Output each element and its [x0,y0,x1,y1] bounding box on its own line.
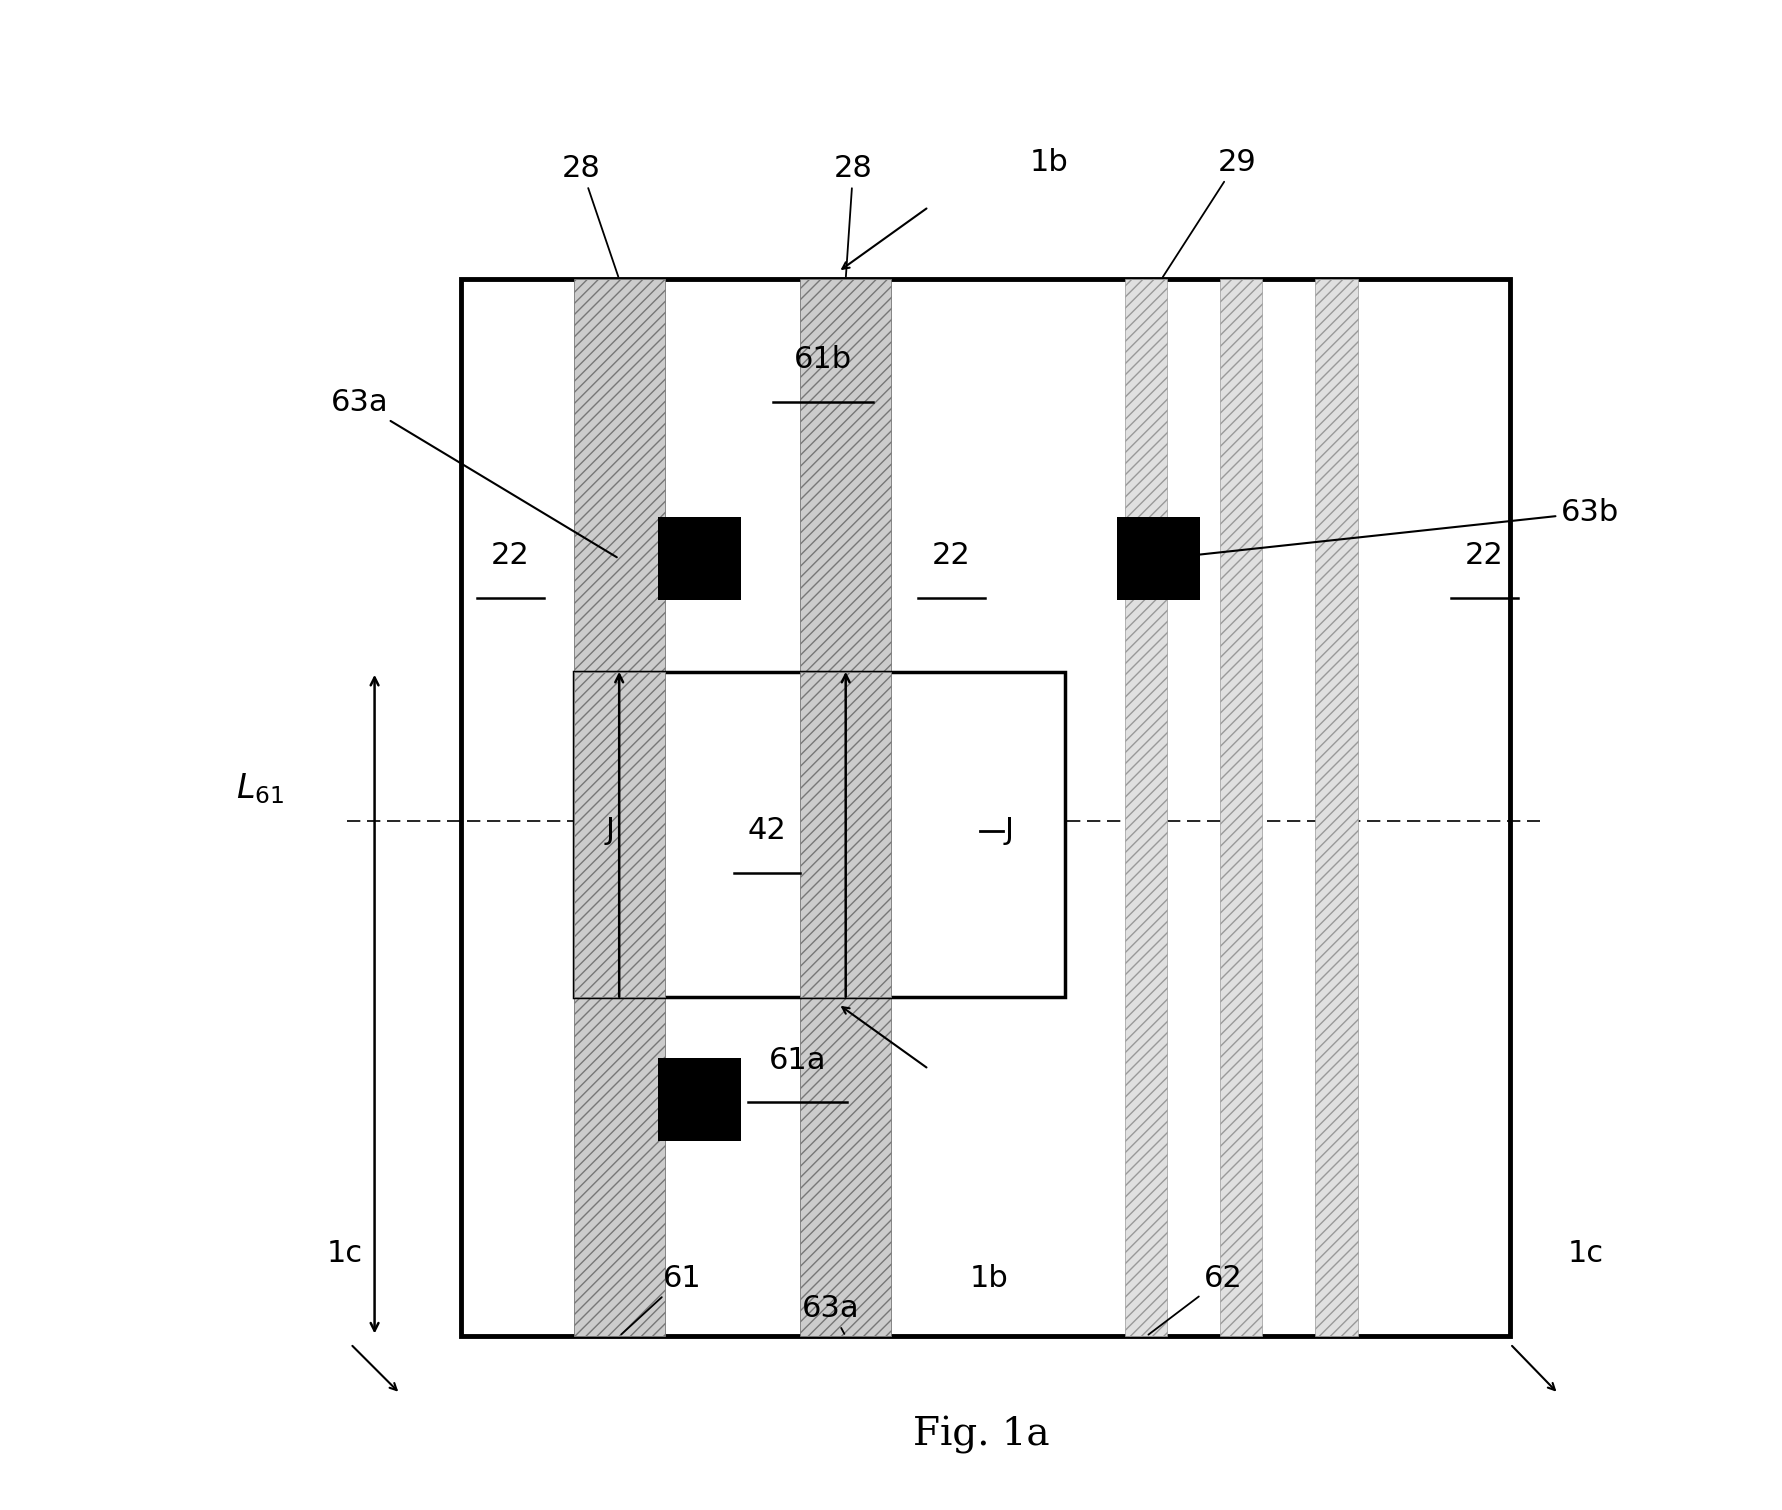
Text: 61b: 61b [795,344,852,374]
Text: 63b: 63b [1164,498,1620,559]
Text: 1c: 1c [1568,1238,1604,1268]
Bar [1124,279,1167,1336]
Text: Fig. 1a: Fig. 1a [914,1415,1050,1454]
Text: 22: 22 [932,541,971,571]
Text: 22: 22 [492,541,529,571]
Bar [1221,279,1262,1336]
Text: 28: 28 [834,154,873,276]
Bar [1315,279,1358,1336]
Text: 63a: 63a [802,1294,859,1333]
Text: 29: 29 [1164,148,1256,276]
Text: 62: 62 [1148,1264,1242,1335]
Bar [574,672,1064,997]
Bar [462,279,1509,1336]
Text: $L_{61}$: $L_{61}$ [235,772,283,805]
Text: J: J [1005,815,1014,846]
Bar [658,1057,741,1142]
Text: J: J [606,815,615,846]
Bar [658,516,741,599]
Text: 63a: 63a [331,388,617,557]
Text: 1b: 1b [1030,148,1069,177]
Text: 61a: 61a [768,1045,827,1075]
Bar [800,672,891,997]
Text: 1b: 1b [969,1264,1009,1293]
Text: 42: 42 [748,815,786,846]
Text: 28: 28 [561,154,618,276]
Text: 61: 61 [622,1264,702,1335]
Bar [574,279,665,1336]
Bar [800,279,891,1336]
Bar [1117,516,1199,599]
Text: 22: 22 [1465,541,1504,571]
Bar [574,672,665,997]
Text: 1c: 1c [326,1238,362,1268]
